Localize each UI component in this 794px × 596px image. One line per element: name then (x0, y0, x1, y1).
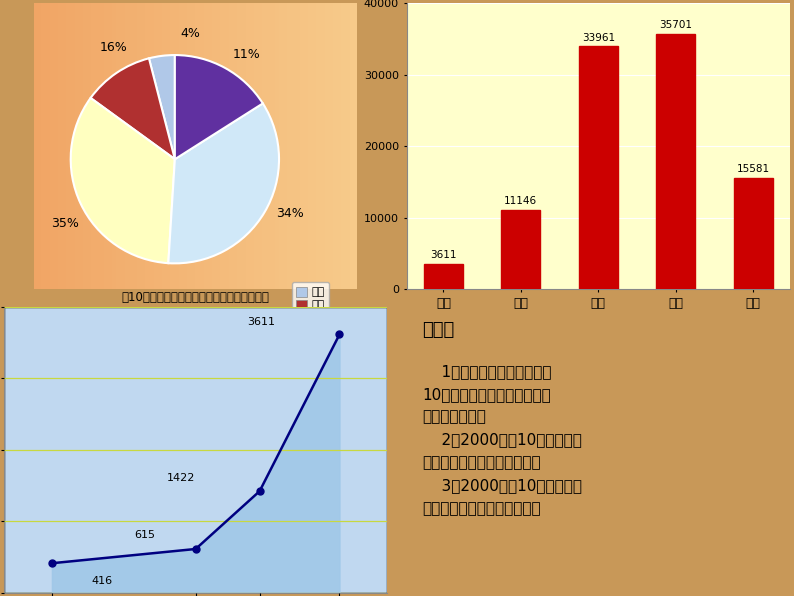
FancyBboxPatch shape (4, 306, 387, 593)
Bar (424, 263, 463, 290)
Text: 35701: 35701 (659, 20, 692, 30)
Text: 问题：: 问题： (422, 321, 454, 339)
Text: 11146: 11146 (504, 196, 538, 206)
Text: 35%: 35% (52, 218, 79, 231)
Text: 4%: 4% (181, 27, 201, 40)
Wedge shape (175, 55, 263, 159)
Wedge shape (168, 103, 279, 263)
Text: 16%: 16% (100, 41, 128, 54)
Text: 3611: 3611 (248, 317, 276, 327)
Wedge shape (71, 98, 175, 263)
Text: 416: 416 (92, 576, 113, 586)
Text: 15581: 15581 (737, 164, 770, 174)
Text: 1、你能从哪幅图中看出每
10万人中具有大学文化程度人
数的变化趋势？
    2、2000年每10万人中具有
初中文化程度的人数是多少？
    3、2000: 1、你能从哪幅图中看出每 10万人中具有大学文化程度人 数的变化趋势？ 2、20… (422, 364, 582, 516)
Text: 1422: 1422 (168, 473, 195, 483)
Wedge shape (149, 55, 175, 159)
Bar (657, 34, 695, 290)
Bar (579, 46, 618, 290)
Legend: 大学, 高中, 初中, 小学, 其他: 大学, 高中, 初中, 小学, 其他 (291, 283, 330, 354)
Bar (502, 210, 540, 290)
Title: 每10万人中具有大学教育程度人数分布统计图: 每10万人中具有大学教育程度人数分布统计图 (121, 291, 270, 304)
Wedge shape (91, 58, 175, 159)
Text: 11%: 11% (233, 48, 260, 61)
Text: 615: 615 (135, 530, 156, 541)
Text: 34%: 34% (276, 207, 304, 220)
Text: 3611: 3611 (430, 250, 457, 260)
Text: 33961: 33961 (582, 33, 615, 43)
Bar (734, 178, 773, 290)
